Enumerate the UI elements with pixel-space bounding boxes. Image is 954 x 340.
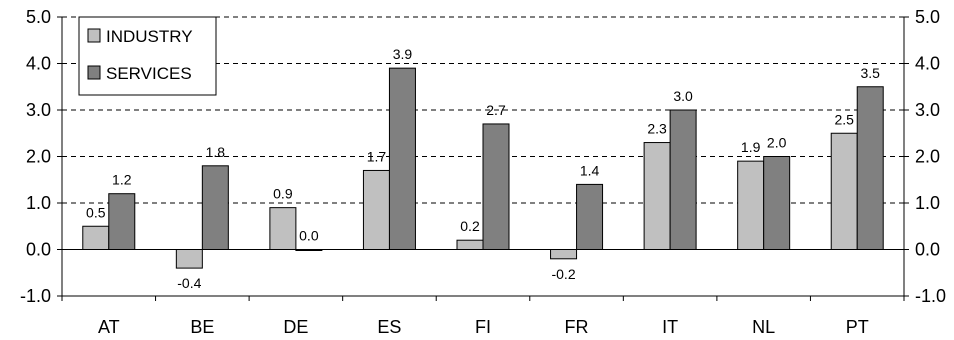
- data-label: 2.5: [834, 111, 854, 127]
- y-tick-label-right: 5.0: [915, 7, 940, 27]
- bar-services: [108, 193, 136, 250]
- y-tick-label-right: 4.0: [915, 54, 940, 74]
- category-label: IT: [662, 317, 678, 337]
- category-label: DE: [283, 317, 308, 337]
- bar-industry: [175, 249, 203, 269]
- y-tick-label-right: -1.0: [915, 286, 946, 306]
- category-label: PT: [846, 317, 869, 337]
- data-label: 1.9: [741, 139, 761, 155]
- y-tick-label-right: 2.0: [915, 147, 940, 167]
- y-tick-label-left: 1.0: [26, 193, 51, 213]
- data-label: 0.9: [273, 186, 293, 202]
- data-label: 2.3: [647, 121, 667, 137]
- data-label: 3.9: [393, 46, 413, 62]
- bar-services: [669, 109, 697, 250]
- data-label: 2.0: [767, 135, 787, 151]
- data-label: 1.2: [112, 172, 132, 188]
- bar-industry: [550, 249, 578, 260]
- data-label: 0.2: [460, 218, 480, 234]
- category-label: BE: [190, 317, 214, 337]
- data-label: 2.7: [486, 102, 506, 118]
- category-label: ES: [377, 317, 401, 337]
- data-label: 1.4: [580, 162, 600, 178]
- bar-services: [856, 86, 884, 250]
- bar-industry: [830, 132, 858, 250]
- data-label: 0.5: [86, 204, 106, 220]
- bar-services: [201, 165, 229, 250]
- y-tick-label-left: 3.0: [26, 100, 51, 120]
- y-tick-label-right: 0.0: [915, 240, 940, 260]
- data-label: -0.4: [177, 275, 201, 291]
- y-tick-label-right: 1.0: [915, 193, 940, 213]
- bar-industry: [82, 225, 110, 250]
- y-tick-label-left: 0.0: [26, 240, 51, 260]
- y-tick-label-left: 5.0: [26, 7, 51, 27]
- bar-industry: [456, 239, 484, 250]
- bar-industry: [643, 142, 671, 250]
- bar-services: [576, 183, 604, 250]
- bar-services: [295, 249, 323, 251]
- y-tick-label-right: 3.0: [915, 100, 940, 120]
- data-label: 1.8: [206, 144, 226, 160]
- legend-box: [78, 16, 217, 96]
- y-tick-label-left: -1.0: [20, 286, 51, 306]
- category-label: AT: [98, 317, 120, 337]
- data-label: 1.7: [367, 148, 387, 164]
- legend: INDUSTRY SERVICES: [78, 16, 217, 96]
- bar-services: [482, 123, 510, 250]
- data-label: 0.0: [299, 228, 319, 244]
- data-label: 3.0: [673, 88, 693, 104]
- y-tick-label-left: 4.0: [26, 54, 51, 74]
- bar-services: [388, 67, 416, 251]
- data-label: -0.2: [551, 266, 575, 282]
- bar-industry: [269, 207, 297, 250]
- y-tick-label-left: 2.0: [26, 147, 51, 167]
- legend-label: INDUSTRY: [106, 27, 193, 46]
- category-label: NL: [752, 317, 775, 337]
- legend-swatch: [87, 28, 101, 43]
- bar-industry: [362, 169, 390, 250]
- bars: [82, 67, 884, 269]
- legend-label: SERVICES: [106, 64, 192, 83]
- data-label: 3.5: [860, 65, 880, 81]
- data-labels: 0.5 1.2 -0.4 1.8 0.9 0.0 1.7 3.9 0.2 2.7 -0.2 1.4 2.…: [86, 46, 880, 291]
- category-label: FR: [565, 317, 589, 337]
- legend-swatch: [87, 65, 101, 80]
- bar-services: [763, 156, 791, 250]
- bar-industry: [737, 160, 765, 250]
- category-label: FI: [475, 317, 491, 337]
